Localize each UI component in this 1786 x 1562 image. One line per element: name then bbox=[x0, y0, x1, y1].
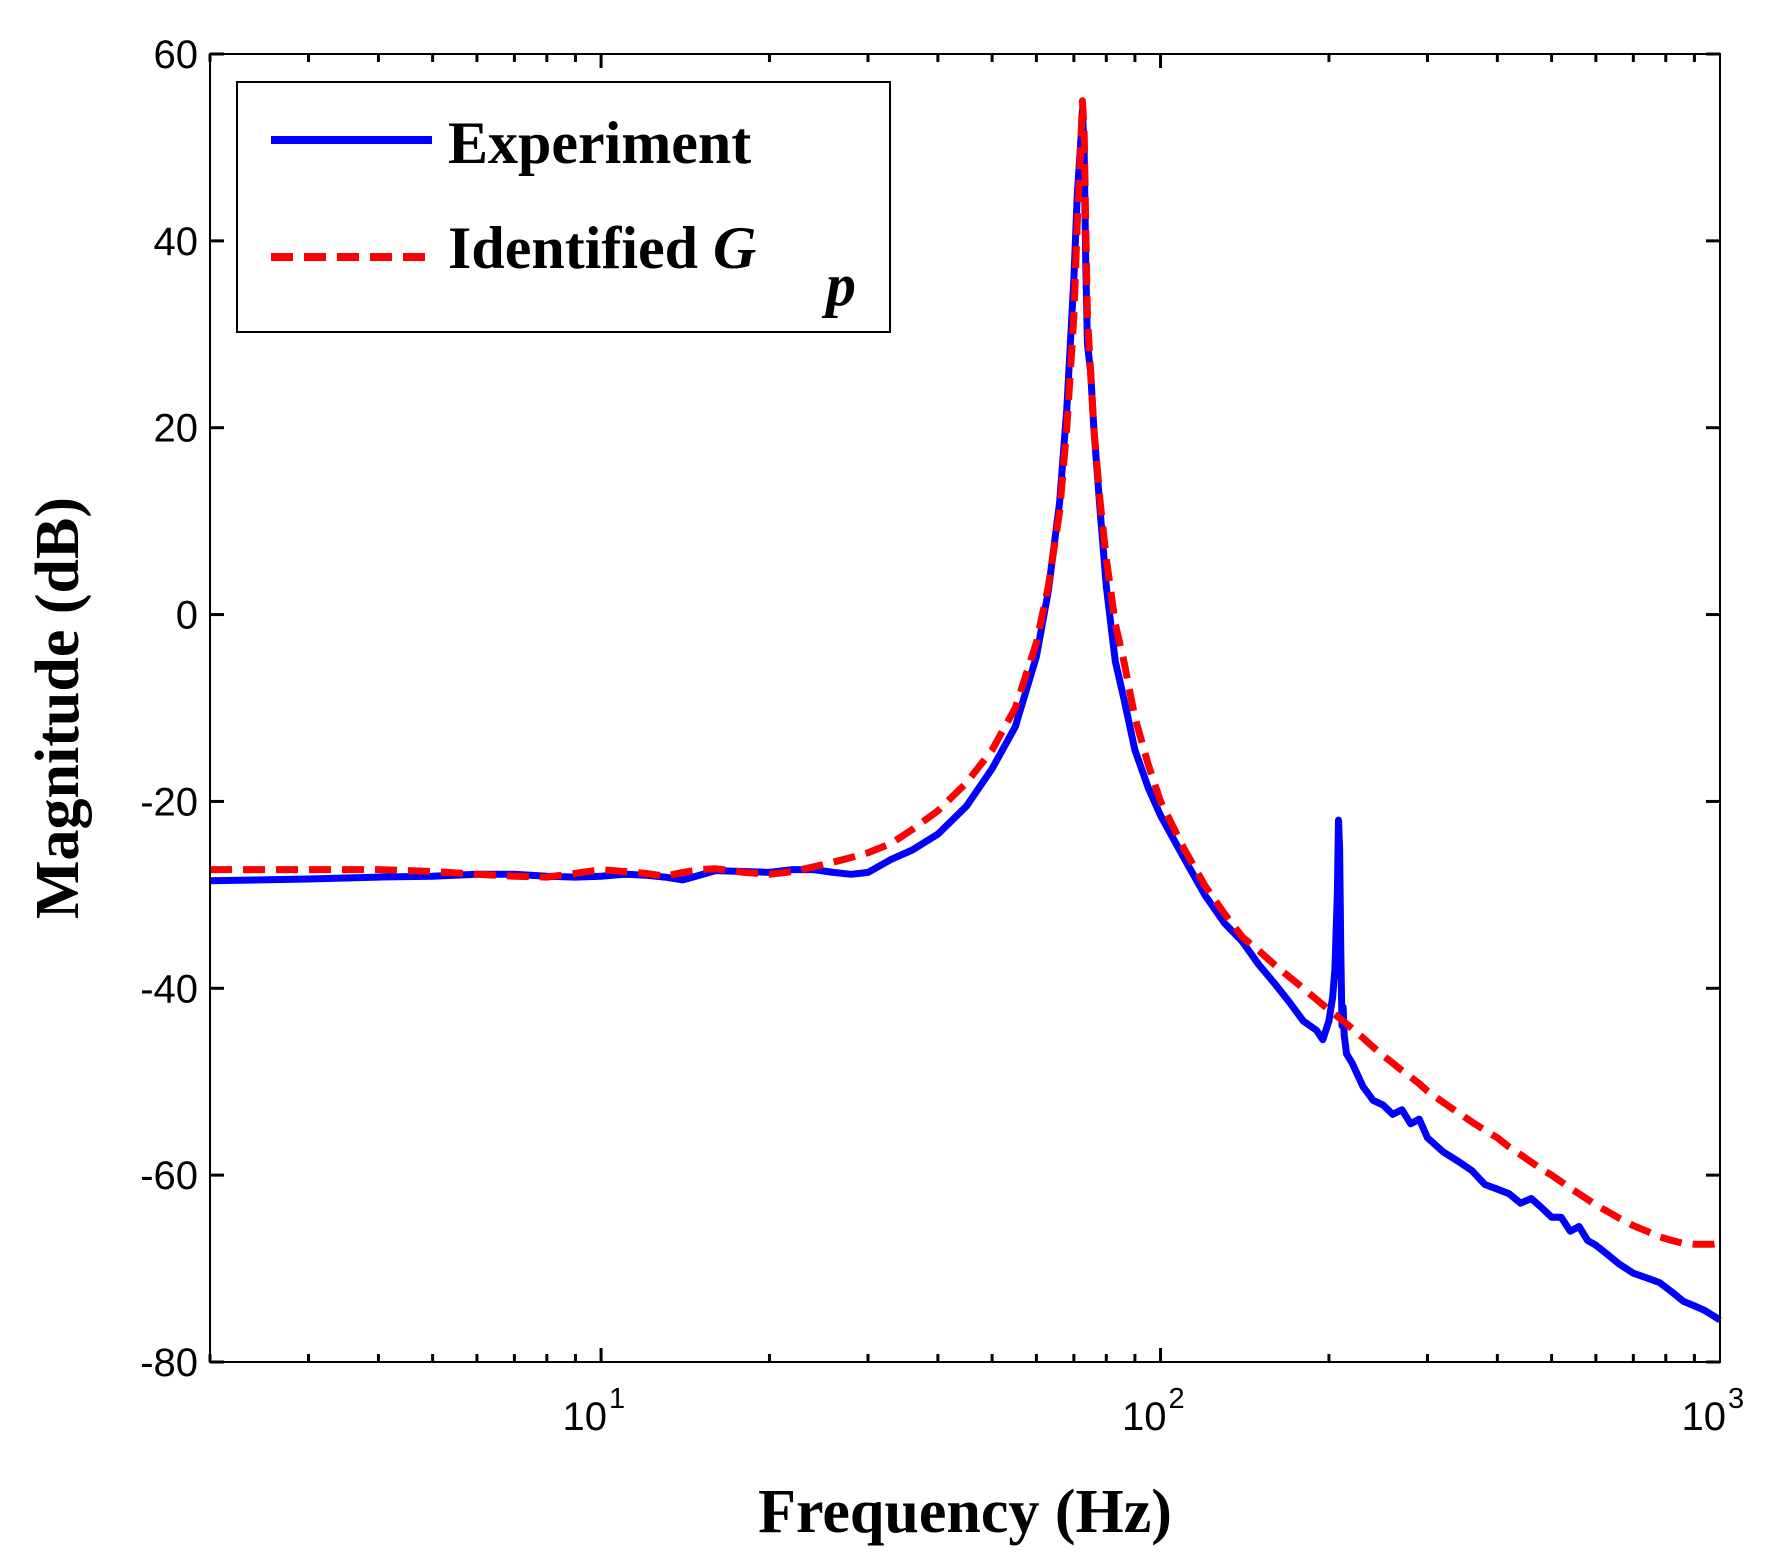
series-layer bbox=[209, 97, 1722, 1323]
x-axis-title: Frequency (Hz) bbox=[758, 1478, 1172, 1546]
series-line-identified-gp bbox=[210, 97, 1721, 1248]
x-tick-label-exponent: 2 bbox=[1169, 1383, 1185, 1415]
y-axis-title: Magnitude (dB) bbox=[24, 497, 92, 919]
legend-box bbox=[236, 81, 891, 333]
series-line-experiment bbox=[209, 106, 1722, 1323]
y-tick-labels: 60 40 20 0 -20 -40 -60 -80 bbox=[140, 33, 198, 1385]
x-tick-label-exponent: 1 bbox=[609, 1383, 625, 1415]
legend: Experiment Identified G p bbox=[236, 81, 891, 333]
y-tick-label: 40 bbox=[154, 220, 199, 264]
y-tick-label: -20 bbox=[140, 780, 198, 824]
y-tick-label: -40 bbox=[140, 967, 198, 1011]
x-tick-label-base: 10 bbox=[563, 1395, 608, 1439]
axis-ticks bbox=[208, 52, 1720, 1364]
y-tick-label: 20 bbox=[154, 407, 199, 451]
legend-label-identified-text: Identified bbox=[448, 215, 713, 281]
x-tick-labels: 10 1 10 2 10 3 bbox=[563, 1383, 1745, 1439]
y-tick-label: 0 bbox=[176, 594, 198, 638]
y-tick-label: -60 bbox=[140, 1154, 198, 1198]
legend-label-experiment: Experiment bbox=[448, 110, 751, 176]
y-tick-label: 60 bbox=[154, 33, 199, 77]
legend-label-subscript: p bbox=[821, 252, 856, 318]
x-tick-label-base: 10 bbox=[1122, 1395, 1167, 1439]
legend-label-symbol: G bbox=[713, 215, 756, 281]
x-tick-label-exponent: 3 bbox=[1728, 1383, 1744, 1415]
plot-area-frame bbox=[209, 53, 1721, 1363]
legend-label-identified-gp: Identified G bbox=[448, 215, 756, 281]
x-tick-label-base: 10 bbox=[1682, 1395, 1727, 1439]
y-tick-label: -80 bbox=[140, 1341, 198, 1385]
